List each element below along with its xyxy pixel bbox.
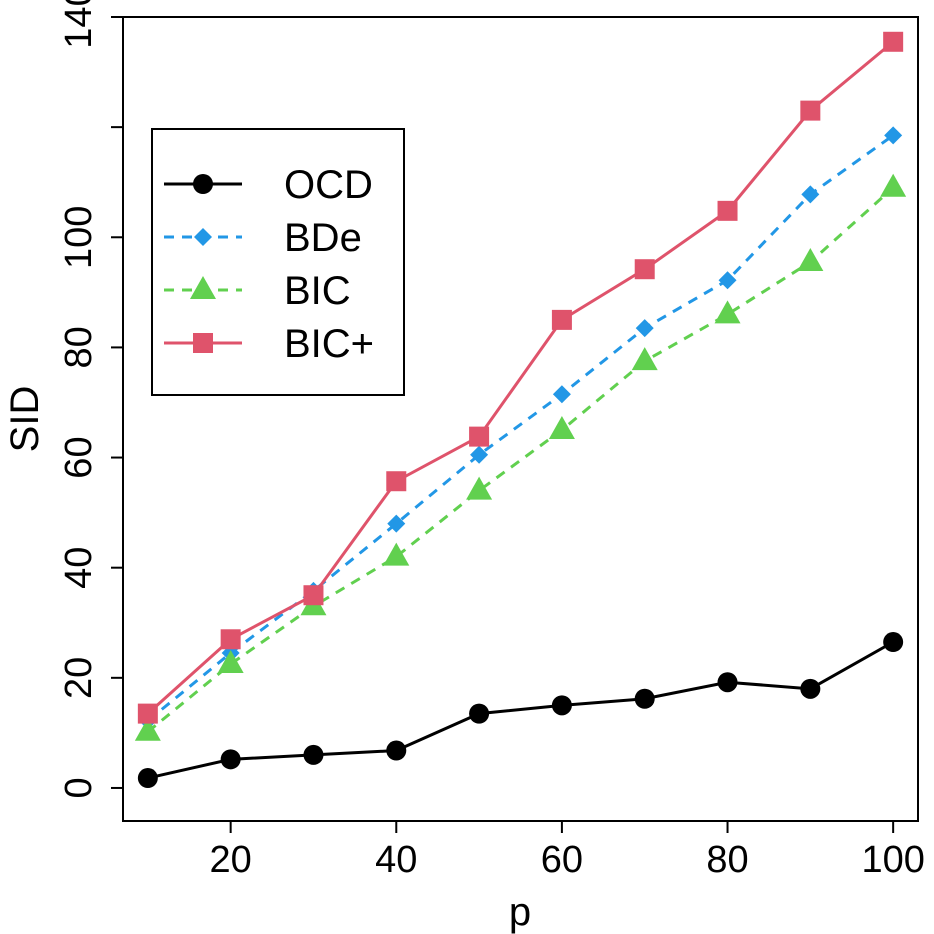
legend-marker	[194, 228, 212, 246]
series-layer	[134, 31, 907, 789]
data-point	[220, 749, 241, 770]
data-point	[470, 445, 489, 464]
y-tick-label: 20	[58, 657, 100, 699]
x-tick-label: 60	[541, 839, 583, 881]
data-point	[800, 100, 821, 121]
data-point	[548, 416, 575, 440]
data-point	[883, 632, 904, 653]
series-line	[146, 186, 895, 733]
data-point	[883, 31, 904, 52]
y-axis: 0 20 40 60 80 100 140	[58, 0, 123, 799]
data-point	[137, 703, 158, 724]
series-line	[146, 40, 895, 715]
data-point	[383, 542, 410, 566]
legend-marker	[193, 174, 213, 194]
y-tick-label: 0	[58, 777, 100, 798]
series-bic-plus	[137, 31, 904, 724]
legend-marker	[190, 276, 216, 299]
x-tick-label: 100	[861, 839, 924, 881]
data-point	[717, 672, 738, 693]
data-point	[717, 200, 738, 221]
data-point	[635, 319, 654, 338]
data-point	[631, 347, 658, 371]
data-point	[551, 695, 572, 716]
data-point	[634, 688, 655, 709]
legend-label: BIC+	[284, 322, 374, 366]
legend-label: BIC	[284, 269, 351, 313]
y-tick-label: 100	[58, 206, 100, 269]
y-tick-label: 80	[58, 326, 100, 368]
series-line	[147, 640, 894, 780]
data-point	[551, 309, 572, 330]
legend: OCD BDe BIC BIC+	[151, 128, 405, 396]
data-point	[303, 585, 324, 606]
data-point	[137, 768, 158, 789]
data-point	[469, 426, 490, 447]
legend-label: OCD	[284, 163, 373, 207]
data-point	[217, 650, 244, 674]
data-point	[800, 678, 821, 699]
y-tick-label: 140	[58, 0, 100, 49]
y-tick-label: 60	[58, 436, 100, 478]
x-tick-label: 80	[706, 839, 748, 881]
data-point	[386, 740, 407, 761]
data-point	[387, 514, 406, 533]
legend-marker	[193, 333, 213, 353]
data-point	[801, 185, 820, 204]
data-point	[880, 173, 907, 197]
x-axis-label: p	[509, 890, 531, 934]
data-point	[134, 717, 161, 741]
data-point	[386, 471, 407, 492]
data-point	[797, 248, 824, 272]
x-tick-label: 20	[210, 839, 252, 881]
series-line	[146, 134, 895, 722]
data-point	[552, 385, 571, 404]
data-point	[884, 126, 903, 145]
data-point	[634, 259, 655, 280]
data-point	[303, 744, 324, 765]
plot-frame	[122, 16, 919, 822]
data-point	[718, 271, 737, 290]
legend-label: BDe	[284, 216, 362, 260]
y-tick-label: 40	[58, 547, 100, 589]
data-point	[466, 476, 493, 500]
x-axis: 20 40 60 80 100	[210, 821, 925, 881]
data-point	[714, 300, 741, 324]
data-point	[469, 703, 490, 724]
y-axis-label: SID	[3, 386, 47, 453]
series-bde	[138, 126, 903, 730]
data-point	[220, 629, 241, 650]
series-bic	[134, 173, 907, 741]
x-tick-label: 40	[375, 839, 417, 881]
series-ocd	[137, 632, 904, 789]
